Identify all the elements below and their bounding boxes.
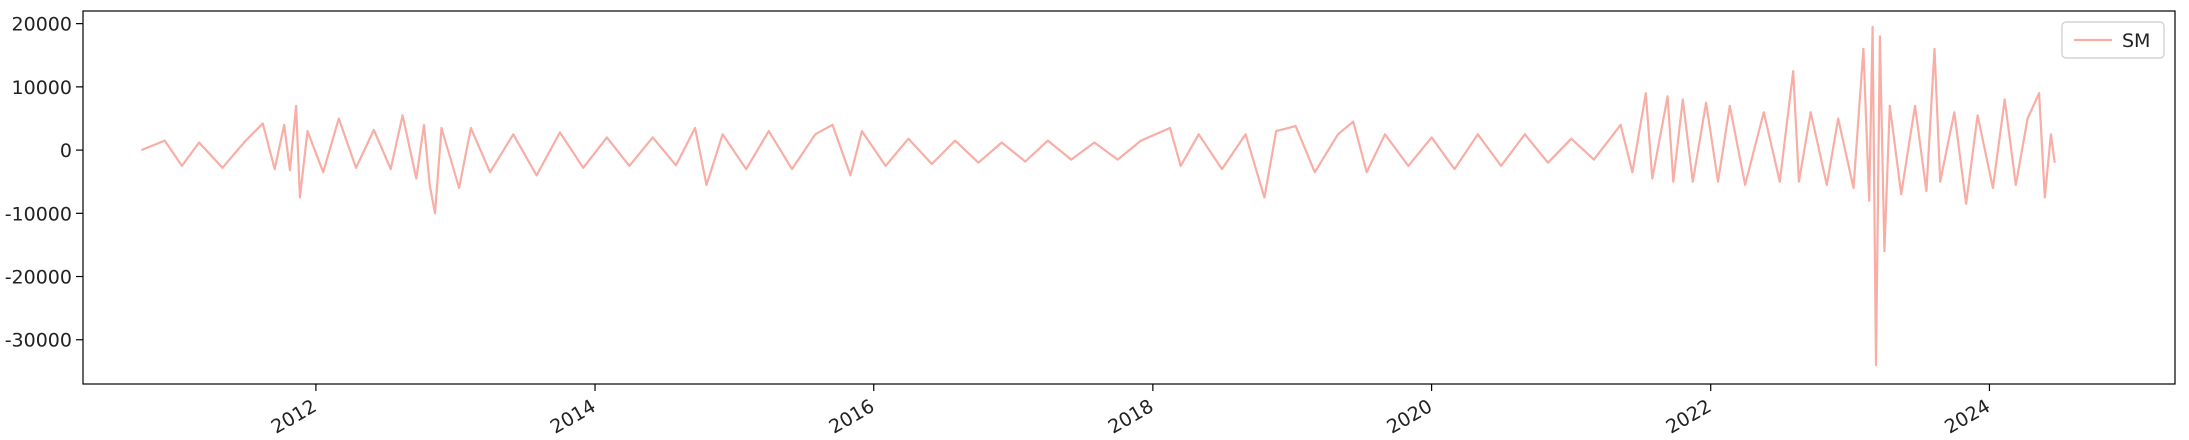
y-tick-label: -30000 xyxy=(5,330,72,352)
legend: SM xyxy=(2061,21,2165,59)
plot-frame xyxy=(82,10,2176,385)
y-tick-label: 20000 xyxy=(12,14,72,36)
y-axis: 20000 10000 0 -10000 -20000 -30000 xyxy=(5,14,83,352)
y-tick-label: -20000 xyxy=(5,267,72,289)
legend-box xyxy=(2061,21,2165,59)
plot-area xyxy=(140,25,2056,367)
legend-label: SM xyxy=(2122,30,2150,52)
y-tick-label: 10000 xyxy=(12,77,72,99)
y-tick-label: -10000 xyxy=(5,203,72,225)
series-line-sm xyxy=(140,25,2056,367)
y-tick-label: 0 xyxy=(60,140,72,162)
